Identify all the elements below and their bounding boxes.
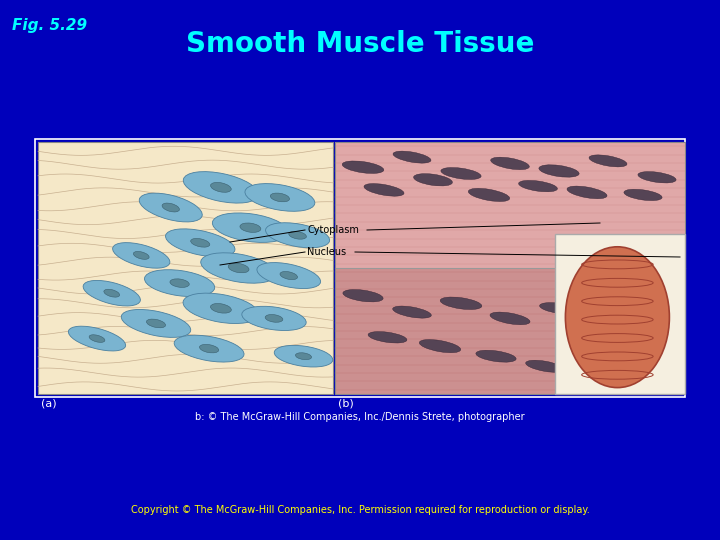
Text: (a): (a)	[41, 399, 57, 409]
Ellipse shape	[567, 186, 607, 199]
Bar	[555, 234, 685, 394]
Ellipse shape	[624, 189, 662, 200]
Ellipse shape	[280, 272, 297, 280]
Ellipse shape	[240, 223, 261, 232]
Ellipse shape	[145, 269, 215, 296]
Ellipse shape	[274, 346, 333, 367]
Ellipse shape	[133, 252, 149, 259]
Ellipse shape	[104, 289, 120, 297]
Bar	[35, 139, 685, 397]
Ellipse shape	[210, 183, 231, 192]
Ellipse shape	[121, 309, 191, 338]
Ellipse shape	[139, 193, 202, 222]
Ellipse shape	[393, 151, 431, 163]
Ellipse shape	[440, 297, 482, 309]
Ellipse shape	[490, 157, 529, 170]
Ellipse shape	[364, 184, 404, 196]
Ellipse shape	[68, 326, 125, 351]
Ellipse shape	[170, 279, 189, 287]
Ellipse shape	[565, 247, 670, 388]
Ellipse shape	[184, 172, 258, 203]
Ellipse shape	[245, 184, 315, 211]
Ellipse shape	[201, 253, 276, 283]
Ellipse shape	[191, 239, 210, 247]
Text: (b): (b)	[338, 399, 354, 409]
Ellipse shape	[166, 229, 235, 256]
Ellipse shape	[342, 161, 384, 173]
Ellipse shape	[577, 350, 618, 362]
Ellipse shape	[242, 306, 306, 330]
Ellipse shape	[183, 293, 258, 323]
Ellipse shape	[441, 167, 481, 179]
Ellipse shape	[266, 222, 330, 248]
Ellipse shape	[289, 231, 307, 239]
Text: b: © The McGraw-Hill Companies, Inc./Dennis Strete, photographer: b: © The McGraw-Hill Companies, Inc./Den…	[195, 412, 525, 422]
Ellipse shape	[83, 280, 140, 306]
Bar	[335, 268, 685, 394]
Bar	[335, 142, 685, 268]
Text: Fig. 5.29: Fig. 5.29	[12, 18, 87, 33]
Ellipse shape	[89, 335, 105, 342]
Ellipse shape	[210, 303, 231, 313]
Ellipse shape	[413, 174, 452, 186]
Ellipse shape	[343, 289, 383, 302]
Text: Copyright © The McGraw-Hill Companies, Inc. Permission required for reproduction: Copyright © The McGraw-Hill Companies, I…	[130, 505, 590, 515]
Ellipse shape	[174, 335, 244, 362]
Ellipse shape	[162, 203, 179, 212]
Ellipse shape	[589, 155, 627, 167]
Ellipse shape	[539, 165, 579, 177]
Ellipse shape	[368, 332, 407, 343]
Ellipse shape	[539, 302, 578, 314]
Ellipse shape	[146, 319, 166, 328]
Ellipse shape	[257, 262, 320, 288]
Text: Nucleus: Nucleus	[307, 247, 346, 257]
Ellipse shape	[476, 350, 516, 362]
Ellipse shape	[638, 172, 676, 183]
Ellipse shape	[419, 340, 461, 353]
Text: Smooth Muscle Tissue: Smooth Muscle Tissue	[186, 30, 534, 58]
Ellipse shape	[295, 353, 312, 360]
Ellipse shape	[518, 180, 557, 192]
Ellipse shape	[490, 312, 530, 325]
Ellipse shape	[392, 306, 431, 318]
Ellipse shape	[212, 213, 289, 242]
Ellipse shape	[228, 263, 249, 273]
Bar	[38, 142, 333, 394]
Ellipse shape	[199, 345, 219, 353]
Ellipse shape	[468, 188, 510, 201]
Bar	[335, 142, 685, 394]
Ellipse shape	[112, 242, 170, 268]
Ellipse shape	[588, 319, 628, 331]
Ellipse shape	[265, 314, 283, 322]
Text: Cytoplasm: Cytoplasm	[307, 225, 359, 235]
Ellipse shape	[270, 193, 289, 202]
Ellipse shape	[526, 360, 564, 372]
